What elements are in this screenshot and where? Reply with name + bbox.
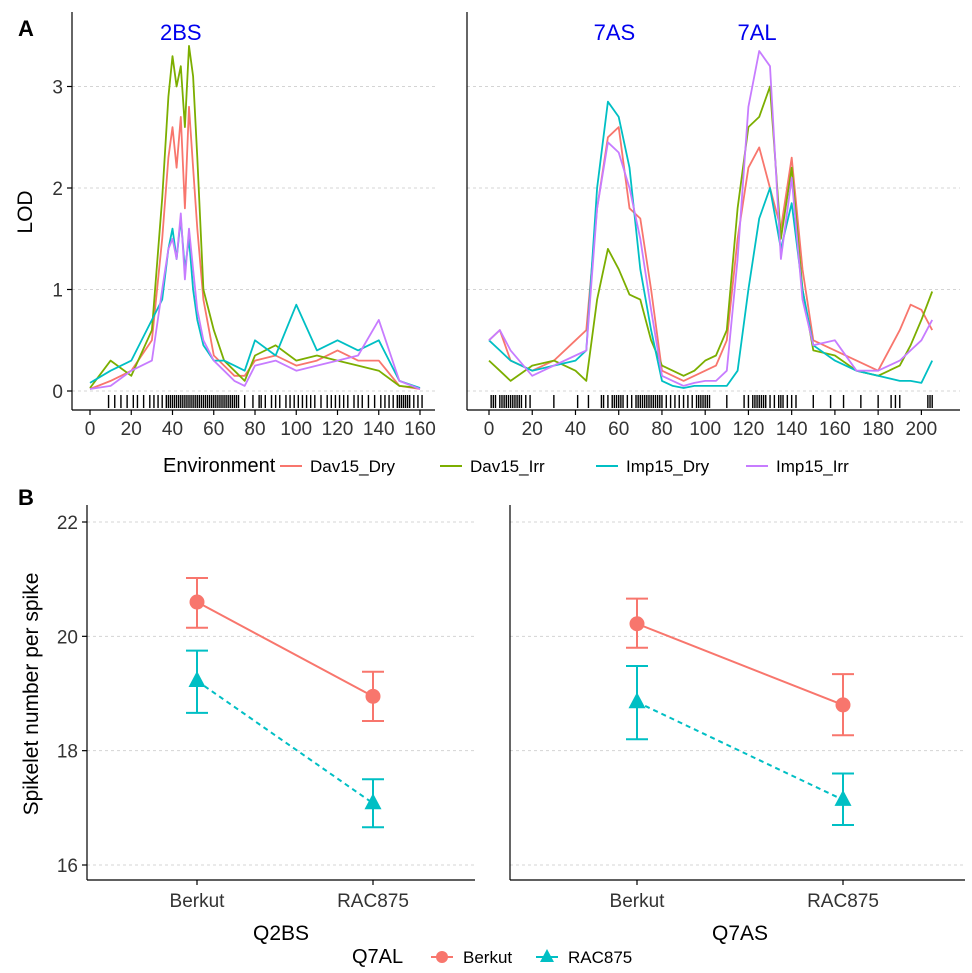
legend-key-point-rac875 <box>540 949 554 962</box>
environment-legend-title: Environment <box>163 455 276 477</box>
x-axis-title-q2bs: Q2BS <box>253 922 309 945</box>
lod-line-imp15-irr <box>488 50 933 387</box>
x-tick-label-rac875: RAC875 <box>807 891 879 912</box>
lod-line-imp15-irr <box>89 212 421 390</box>
x-tick-label-0: 0 <box>85 419 96 440</box>
x-tick-label-berkut: Berkut <box>610 891 666 912</box>
point-berkut <box>629 616 645 632</box>
x-tick-label-80: 80 <box>244 419 265 440</box>
x-tick-label-100: 100 <box>280 419 312 440</box>
x-tick-label-40: 40 <box>162 419 183 440</box>
x-tick-label-140: 140 <box>363 419 395 440</box>
trend-line-berkut <box>196 601 374 698</box>
interaction-facet-q7as: Berkut RAC875 Q7AS <box>509 505 965 945</box>
legend-label-rac875: RAC875 <box>568 948 632 967</box>
lod-line-dav15-dry <box>89 105 421 390</box>
y-tick-label-16: 16 <box>57 856 78 877</box>
x-tick-label-20: 20 <box>121 419 142 440</box>
y-tick-label-18: 18 <box>57 742 78 763</box>
y-tick-label-0: 0 <box>52 382 63 403</box>
x-axis-title-q7as: Q7AS <box>712 922 768 945</box>
x-tick-label-berkut: Berkut <box>170 891 226 912</box>
point-rac875 <box>834 789 852 806</box>
lod-line-dav15-irr <box>488 85 934 382</box>
panel-label-a: A <box>18 16 34 41</box>
legend-label-berkut: Berkut <box>463 948 512 967</box>
lod-facet-chr7a: 0 20 40 60 80 100 120 140 160 180 200 7AS 7AL <box>466 12 960 440</box>
y-tick-label-3: 3 <box>52 78 63 99</box>
qtl-label-2bs: 2BS <box>160 20 202 45</box>
point-berkut <box>189 594 205 610</box>
qtl-label-7al: 7AL <box>737 20 776 45</box>
legend-label-dav15-dry: Dav15_Dry <box>310 457 396 476</box>
y-tick-label-1: 1 <box>52 281 63 302</box>
environment-legend: Environment Dav15_Dry Dav15_Irr Imp15_Dry I… <box>163 455 849 477</box>
x-tick-label-0: 0 <box>484 419 495 440</box>
trend-line-berkut <box>636 622 844 706</box>
point-rac875 <box>188 671 206 687</box>
lod-line-imp15-dry <box>488 100 934 389</box>
legend-label-imp15-dry: Imp15_Dry <box>626 457 710 476</box>
lod-line-dav15-irr <box>89 45 421 389</box>
x-tick-label-160: 160 <box>819 419 851 440</box>
x-tick-label-40: 40 <box>565 419 586 440</box>
q7al-legend: Q7AL Berkut RAC875 <box>352 946 632 968</box>
point-berkut <box>365 688 381 704</box>
lod-line-dav15-dry <box>488 126 933 382</box>
qtl-label-7as: 7AS <box>594 20 636 45</box>
interaction-facet-q2bs: 16 18 20 22 Berkut RAC875 Q2BS <box>57 505 475 945</box>
x-tick-label-180: 180 <box>862 419 894 440</box>
x-tick-label-200: 200 <box>906 419 938 440</box>
trend-line-rac875 <box>636 701 844 801</box>
lod-line-imp15-dry <box>89 217 421 389</box>
panel-b-y-axis-title: Spikelet number per spike <box>20 573 43 816</box>
x-tick-label-rac875: RAC875 <box>337 891 409 912</box>
point-rac875 <box>628 692 646 709</box>
x-tick-label-100: 100 <box>689 419 721 440</box>
x-tick-label-60: 60 <box>608 419 629 440</box>
x-tick-label-60: 60 <box>203 419 224 440</box>
legend-key-point-berkut <box>436 951 448 963</box>
trend-line-rac875 <box>196 680 374 805</box>
x-tick-label-80: 80 <box>651 419 672 440</box>
point-berkut <box>835 697 851 713</box>
point-rac875 <box>364 793 382 810</box>
legend-label-imp15-irr: Imp15_Irr <box>776 457 849 476</box>
lod-facet-chr2b: 0 1 2 3 0 20 40 60 80 100 120 140 160 2BS <box>52 12 436 440</box>
y-tick-label-20: 20 <box>57 627 78 648</box>
x-tick-label-160: 160 <box>404 419 436 440</box>
y-tick-label-2: 2 <box>52 179 63 200</box>
legend-label-dav15-irr: Dav15_Irr <box>470 457 545 476</box>
x-tick-label-20: 20 <box>522 419 543 440</box>
panel-a-y-axis-title: LOD <box>14 190 37 233</box>
y-tick-label-22: 22 <box>57 513 78 534</box>
x-tick-label-120: 120 <box>322 419 354 440</box>
x-tick-label-140: 140 <box>776 419 808 440</box>
x-tick-label-120: 120 <box>733 419 765 440</box>
panel-label-b: B <box>18 485 34 510</box>
q7al-legend-title: Q7AL <box>352 946 403 968</box>
